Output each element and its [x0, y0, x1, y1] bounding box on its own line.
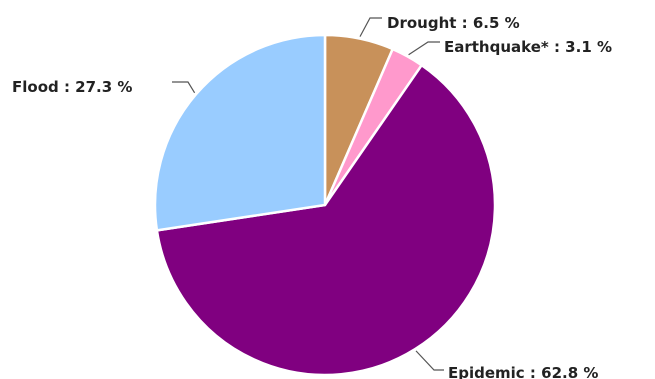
- leader-line-drought: [359, 17, 382, 37]
- pie-slices: [153, 33, 497, 377]
- pie-slice-flood: [153, 33, 327, 232]
- leader-line-flood: [172, 81, 196, 94]
- slice-label-flood: Flood : 27.3 %: [12, 78, 132, 96]
- slice-label-drought: Drought : 6.5 %: [387, 14, 520, 32]
- leader-line-epidemic: [415, 350, 444, 371]
- leader-line-earthquake: [408, 41, 440, 56]
- slice-label-earthquake: Earthquake* : 3.1 %: [444, 38, 612, 56]
- slice-labels: Drought : 6.5 % Earthquake* : 3.1 % Epid…: [12, 14, 612, 379]
- leader-lines: [172, 17, 444, 371]
- pie-slice-epidemic: [155, 63, 497, 377]
- slice-label-epidemic: Epidemic : 62.8 %: [448, 364, 598, 379]
